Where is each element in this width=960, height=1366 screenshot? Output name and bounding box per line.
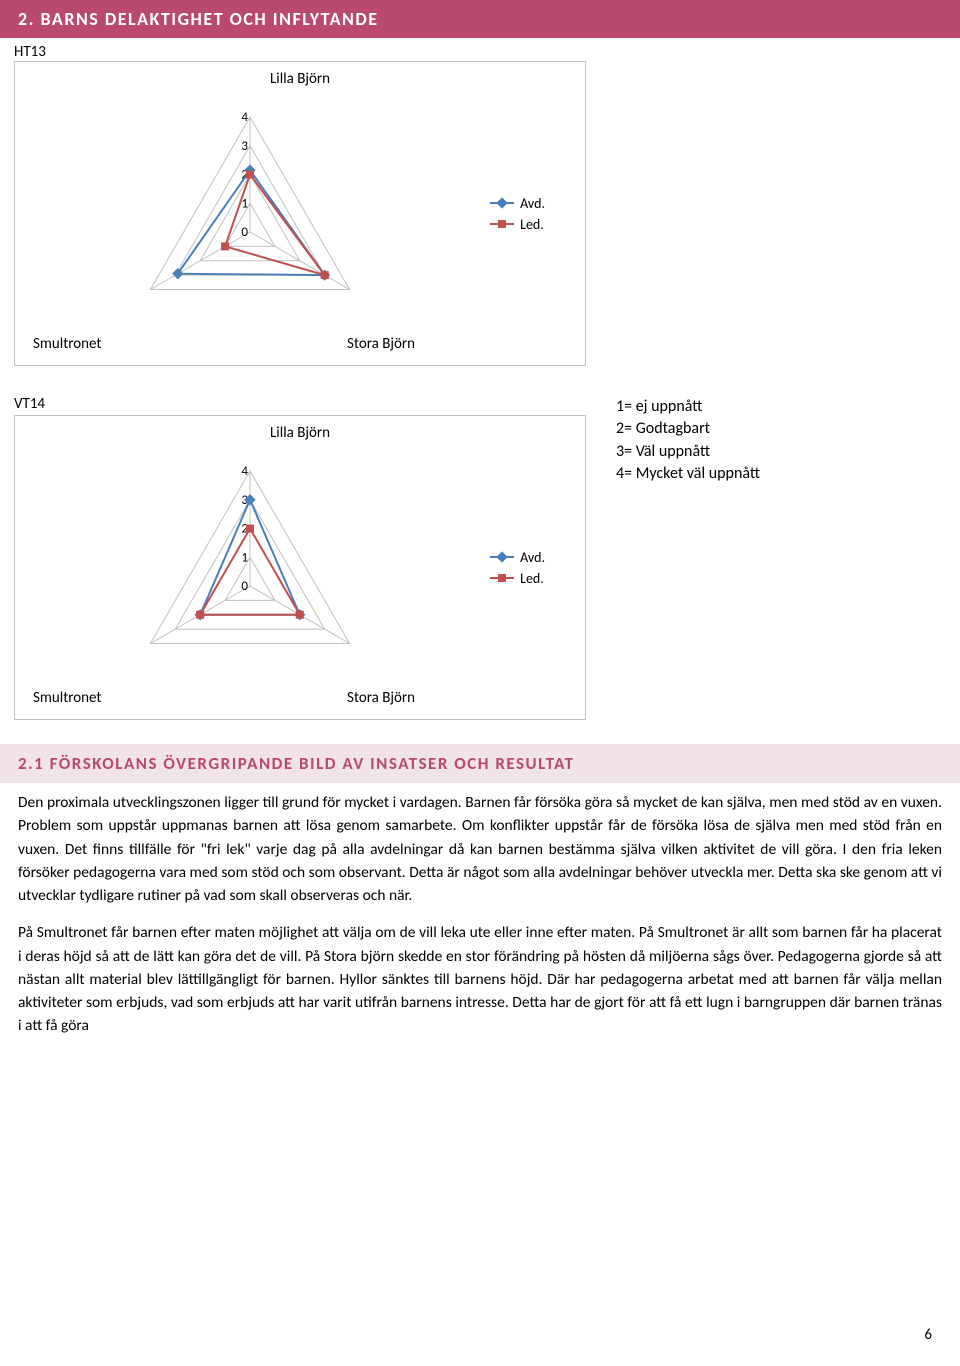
legend-item: Led.	[490, 216, 545, 233]
legend-item: Avd.	[490, 549, 545, 566]
subsection-title: 2.1 FÖRSKOLANS ÖVERGRIPANDE BILD AV INSA…	[18, 753, 575, 774]
body-text: Den proximala utvecklingszonen ligger ti…	[0, 783, 960, 1038]
chart1-axis-top: Lilla Björn	[15, 70, 585, 88]
svg-text:4: 4	[241, 464, 248, 479]
chart1-axis-left: Smultronet	[33, 335, 101, 353]
svg-text:1: 1	[241, 550, 248, 565]
legend-label: Led.	[520, 570, 544, 587]
chart2-axis-right: Stora Björn	[347, 689, 415, 707]
key-line: 2= Godtagbart	[616, 418, 760, 440]
chart1-frame: 01234 Avd.Led. Lilla Björn Smultronet St…	[14, 61, 586, 366]
key-line: 1= ej uppnått	[616, 396, 760, 418]
chart1-axis-right: Stora Björn	[347, 335, 415, 353]
scale-key: 1= ej uppnått2= Godtagbart3= Väl uppnått…	[616, 396, 760, 486]
paragraph-1: Den proximala utvecklingszonen ligger ti…	[18, 791, 942, 907]
chart2-wrapper: VT14 01234 Avd.Led. Lilla Björn Smultron…	[14, 390, 586, 720]
section-header: 2. BARNS DELAKTIGHET OCH INFLYTANDE	[0, 0, 960, 38]
legend-item: Led.	[490, 570, 545, 587]
page-number: 6	[924, 1326, 932, 1344]
chart1-block: 01234 Avd.Led. Lilla Björn Smultronet St…	[14, 61, 946, 366]
svg-text:3: 3	[241, 139, 248, 154]
chart2-axis-top: Lilla Björn	[15, 424, 585, 442]
svg-text:0: 0	[241, 225, 248, 240]
svg-text:4: 4	[241, 110, 248, 125]
paragraph-2: På Smultronet får barnen efter maten möj…	[18, 921, 942, 1037]
key-line: 3= Väl uppnått	[616, 441, 760, 463]
key-line: 4= Mycket väl uppnått	[616, 463, 760, 485]
chart2-legend: Avd. Led.	[490, 545, 545, 591]
svg-text:0: 0	[241, 579, 248, 594]
chart1-period-label: HT13	[0, 38, 960, 61]
legend-item: Avd.	[490, 195, 545, 212]
legend-label: Avd.	[520, 549, 545, 566]
chart1-legend: Avd. Led.	[490, 191, 545, 237]
second-row: VT14 01234 Avd.Led. Lilla Björn Smultron…	[14, 390, 946, 720]
chart2-frame: 01234 Avd.Led. Lilla Björn Smultronet St…	[14, 415, 586, 720]
chart2-period-label: VT14	[14, 390, 586, 413]
chart2-axis-left: Smultronet	[33, 689, 101, 707]
legend-label: Avd.	[520, 195, 545, 212]
subsection-header: 2.1 FÖRSKOLANS ÖVERGRIPANDE BILD AV INSA…	[0, 744, 960, 783]
legend-label: Led.	[520, 216, 544, 233]
section-title: 2. BARNS DELAKTIGHET OCH INFLYTANDE	[18, 8, 379, 30]
